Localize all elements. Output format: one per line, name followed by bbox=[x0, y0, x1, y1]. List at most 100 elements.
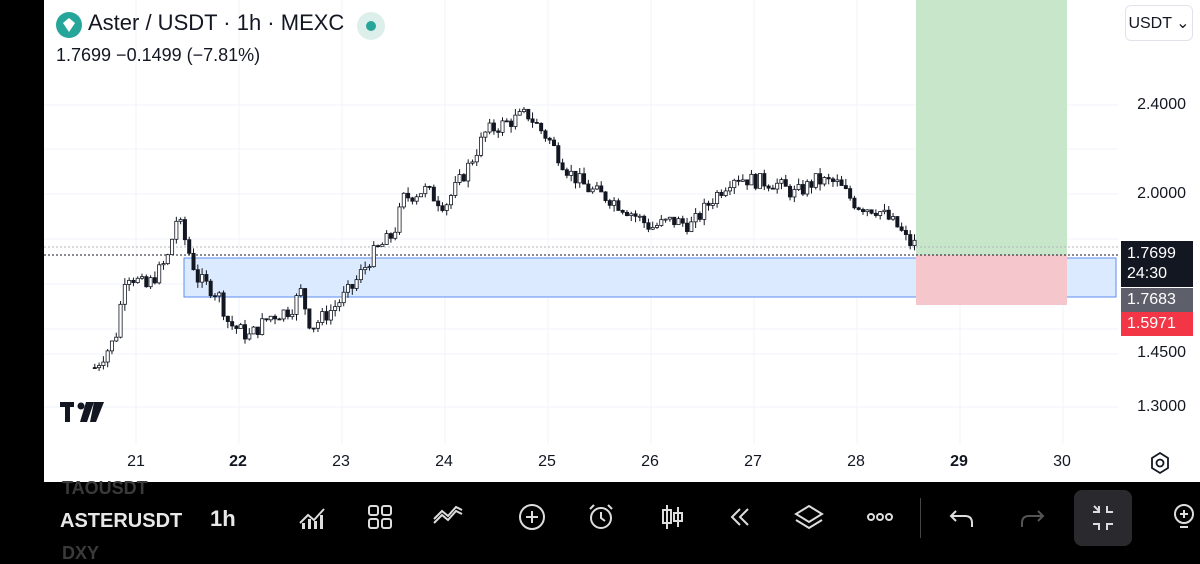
layers-icon[interactable] bbox=[793, 501, 825, 533]
candle-body bbox=[693, 213, 698, 223]
candle-body bbox=[697, 213, 702, 220]
candle bbox=[861, 207, 866, 215]
candle-body bbox=[770, 187, 775, 190]
candle-body bbox=[363, 267, 368, 271]
candle bbox=[200, 268, 205, 288]
candle bbox=[161, 260, 166, 270]
candle-body bbox=[762, 173, 767, 187]
candle bbox=[697, 211, 702, 222]
candle-body bbox=[255, 326, 260, 335]
candle bbox=[856, 206, 861, 211]
candle bbox=[715, 190, 720, 208]
candle-body bbox=[727, 187, 732, 192]
candle-body bbox=[243, 324, 248, 340]
candle bbox=[410, 196, 415, 205]
candle-body bbox=[758, 173, 763, 189]
candle bbox=[140, 273, 145, 280]
price-chart[interactable] bbox=[44, 0, 1200, 482]
candle bbox=[800, 179, 805, 197]
alert-clock-icon[interactable] bbox=[585, 501, 617, 533]
candle-body bbox=[509, 120, 514, 127]
candle-body bbox=[539, 122, 544, 132]
candle-body bbox=[586, 183, 591, 193]
time-tick: 23 bbox=[332, 453, 350, 470]
candle-body bbox=[813, 173, 818, 188]
candle bbox=[406, 187, 411, 202]
candle-body bbox=[118, 303, 123, 338]
candle bbox=[745, 179, 750, 190]
candle-body bbox=[702, 202, 707, 220]
candle bbox=[526, 108, 531, 122]
candle-body bbox=[736, 179, 741, 182]
level-badge[interactable]: 1.7683 bbox=[1121, 288, 1193, 312]
candles-type-icon[interactable] bbox=[656, 501, 688, 533]
candle-body bbox=[350, 284, 355, 289]
candle bbox=[470, 159, 475, 166]
candle-body bbox=[444, 204, 449, 211]
candle-body bbox=[633, 213, 638, 217]
indicators-icon[interactable] bbox=[296, 501, 328, 533]
candle-body bbox=[380, 244, 385, 247]
fullscreen-button[interactable] bbox=[1074, 490, 1132, 546]
ideas-bulb-icon[interactable] bbox=[1168, 501, 1200, 533]
candle-body bbox=[247, 333, 252, 340]
candle-body bbox=[655, 225, 660, 228]
candle bbox=[629, 211, 634, 222]
redo-icon[interactable] bbox=[1016, 501, 1048, 533]
replay-icon[interactable] bbox=[724, 501, 756, 533]
candle bbox=[813, 173, 818, 190]
candle-body bbox=[710, 203, 715, 206]
candle bbox=[92, 363, 97, 369]
candle-body bbox=[646, 222, 651, 230]
candle bbox=[539, 122, 544, 135]
candle-body bbox=[577, 173, 582, 184]
candle-body bbox=[792, 189, 797, 198]
market-status-icon[interactable] bbox=[357, 12, 385, 40]
stop-badge[interactable]: 1.5971 bbox=[1121, 312, 1193, 336]
candle-body bbox=[650, 227, 655, 230]
interval-selector[interactable]: 1h bbox=[210, 506, 236, 531]
candle-body bbox=[358, 269, 363, 281]
candle-body bbox=[517, 111, 522, 116]
candle bbox=[320, 308, 325, 326]
candle-body bbox=[676, 218, 681, 226]
candle bbox=[706, 200, 711, 211]
candle bbox=[298, 284, 303, 298]
candle-body bbox=[251, 326, 256, 335]
candle-body bbox=[573, 170, 578, 184]
candle bbox=[826, 173, 831, 185]
candle bbox=[444, 203, 449, 216]
candle-body bbox=[217, 292, 222, 297]
candle-body bbox=[865, 209, 870, 213]
candle bbox=[178, 217, 183, 225]
symbol-selector[interactable]: ASTERUSDT bbox=[60, 510, 183, 532]
chart-settings-icon[interactable] bbox=[1148, 451, 1172, 475]
candle bbox=[174, 216, 179, 244]
candle bbox=[689, 216, 694, 233]
candle bbox=[573, 170, 578, 189]
candle bbox=[672, 216, 677, 228]
candle bbox=[97, 362, 102, 372]
candle-body bbox=[315, 322, 320, 329]
candle bbox=[753, 173, 758, 191]
layouts-icon[interactable] bbox=[364, 501, 396, 533]
time-tick: 21 bbox=[127, 453, 145, 470]
candle bbox=[384, 230, 389, 245]
more-icon[interactable] bbox=[864, 501, 896, 533]
currency-select[interactable]: USDT ⌄ bbox=[1125, 5, 1193, 41]
candle bbox=[217, 291, 222, 303]
compare-icon[interactable] bbox=[432, 501, 464, 533]
candle-body bbox=[663, 218, 668, 221]
add-icon[interactable] bbox=[516, 501, 548, 533]
symbol-title[interactable]: Aster / USDT · 1h · MEXC bbox=[88, 10, 345, 35]
candle-body bbox=[745, 179, 750, 186]
candle-body bbox=[680, 218, 685, 224]
candle-body bbox=[333, 306, 338, 311]
undo-icon[interactable] bbox=[946, 501, 978, 533]
last-price-badge[interactable]: 1.7699 24:30 bbox=[1121, 241, 1193, 287]
candle-body bbox=[783, 179, 788, 187]
candle bbox=[736, 175, 741, 186]
candle-body bbox=[114, 336, 119, 342]
candle bbox=[809, 179, 814, 194]
candle bbox=[594, 181, 599, 190]
